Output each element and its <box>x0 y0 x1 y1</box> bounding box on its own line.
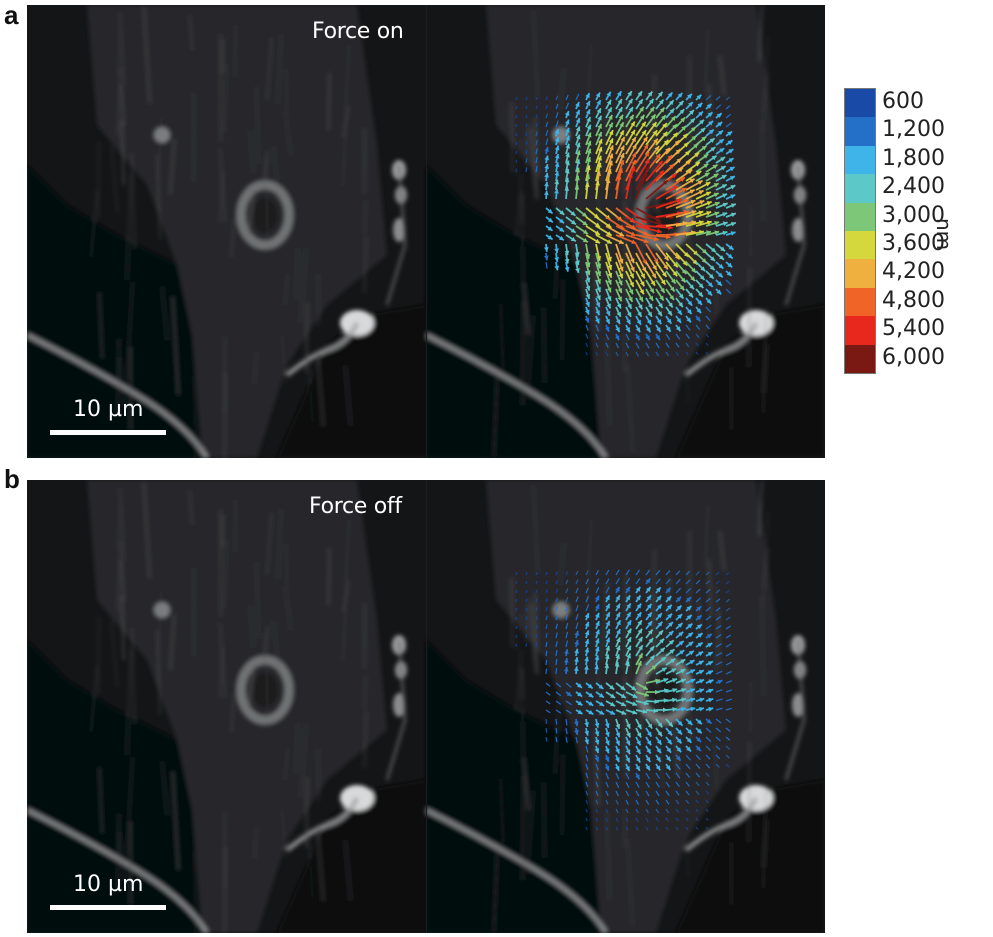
colorbar-swatch <box>845 230 875 260</box>
colorbar-tick-label: 5,400 <box>882 316 945 342</box>
colorbar-tick-label: 2,400 <box>882 174 945 200</box>
panel-letter-a: a <box>4 0 19 30</box>
colorbar-tick-label: 4,800 <box>882 287 945 313</box>
colorbar-tick-label: 600 <box>882 89 924 114</box>
scale-bar-label: 10 µm <box>73 397 144 422</box>
panel-letter-b: b <box>4 464 20 494</box>
panel-divider <box>426 480 427 933</box>
micrograph-panel-a: Force on 10 µm <box>27 5 825 458</box>
colorbar-tick-label: 3,000 <box>882 202 945 228</box>
colorbar-tick-label: 4,200 <box>882 259 945 285</box>
colorbar-swatch <box>845 174 875 203</box>
colorbar-tick-label: 1,800 <box>882 145 945 171</box>
colorbar-swatch <box>845 89 875 118</box>
colorbar-swatch <box>845 117 875 146</box>
colorbar-swatch <box>845 145 875 175</box>
scale-bar <box>50 430 166 435</box>
colorbar-swatch <box>845 316 875 345</box>
colorbar-tick-label: 1,200 <box>882 117 945 143</box>
scale-bar <box>50 905 166 910</box>
condition-label: Force off <box>309 494 402 519</box>
panel-divider <box>426 5 427 458</box>
colorbar-tick-label: 3,600 <box>882 231 945 256</box>
condition-label: Force on <box>312 19 404 44</box>
colorbar-swatch <box>845 202 875 231</box>
colorbar-swatch <box>845 259 875 288</box>
colorbar-swatch <box>845 287 875 317</box>
scale-bar-label: 10 µm <box>73 872 144 897</box>
colorbar-unit-label: nm <box>932 218 956 251</box>
micrograph-panel-b: Force off 10 µm <box>27 480 825 933</box>
colorbar-tick-label: 6,000 <box>882 344 945 370</box>
colorbar-swatches <box>844 88 876 374</box>
colorbar-swatch <box>845 344 875 373</box>
